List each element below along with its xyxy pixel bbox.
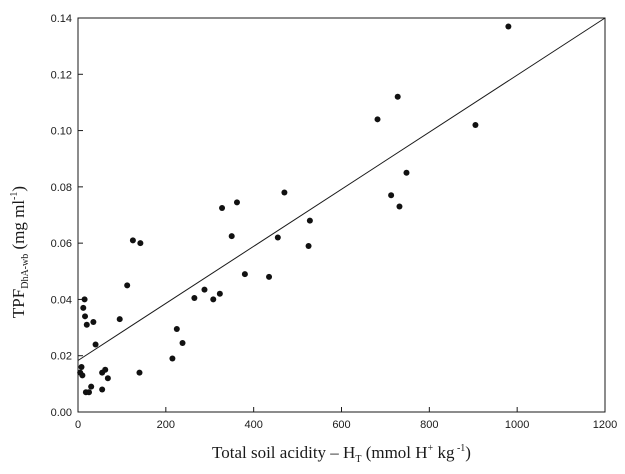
data-point: [82, 313, 89, 320]
y-tick-label: 0.12: [51, 69, 72, 81]
x-tick-label: 800: [420, 419, 438, 431]
y-axis: 0.00 0.02 0.04 0.06 0.08 0.10 0.12 0.14: [51, 13, 83, 419]
data-point: [79, 372, 86, 379]
data-point: [374, 116, 381, 123]
x-tick-label: 400: [244, 419, 262, 431]
data-point: [241, 271, 248, 278]
x-tick-label: 200: [157, 419, 175, 431]
y-tick-label: 0.00: [51, 407, 72, 419]
data-point: [169, 355, 176, 362]
data-point: [92, 341, 99, 348]
data-point: [88, 383, 95, 390]
data-point: [219, 204, 226, 211]
data-point: [173, 325, 180, 332]
data-point: [129, 237, 136, 244]
data-point: [505, 23, 512, 30]
data-point: [85, 389, 92, 396]
data-point: [388, 192, 395, 199]
x-tick-label: 1200: [593, 419, 617, 431]
y-tick-label: 0.06: [51, 238, 72, 250]
data-point: [233, 199, 240, 206]
x-axis: 0 200 400 600 800 1000 1200: [75, 407, 617, 431]
data-point: [274, 234, 281, 241]
data-point: [104, 375, 111, 382]
data-point: [179, 340, 186, 347]
data-point: [403, 169, 410, 176]
data-point: [99, 386, 106, 393]
regression-line: [77, 17, 606, 361]
data-point: [80, 304, 87, 311]
y-tick-label: 0.10: [51, 126, 72, 138]
x-tick-label: 1000: [505, 419, 529, 431]
y-tick-label: 0.04: [51, 294, 72, 306]
x-tick-label: 600: [332, 419, 350, 431]
data-point: [116, 316, 123, 323]
data-point: [266, 273, 273, 280]
data-point: [102, 366, 109, 373]
y-tick-label: 0.08: [51, 182, 72, 194]
data-points: [77, 23, 512, 396]
data-point: [201, 286, 208, 293]
data-point: [396, 203, 403, 210]
y-axis-title: TPFDhA-wb (mg ml-1): [9, 186, 31, 318]
data-point: [228, 233, 235, 240]
y-tick-label: 0.02: [51, 351, 72, 363]
data-point: [394, 93, 401, 100]
data-point: [305, 242, 312, 249]
data-point: [83, 321, 90, 328]
plot-frame: [77, 17, 606, 413]
data-point: [281, 189, 288, 196]
data-point: [216, 290, 223, 297]
data-point: [90, 318, 97, 325]
data-point: [210, 296, 217, 303]
data-point: [136, 369, 143, 376]
data-point: [78, 363, 85, 370]
y-tick-label: 0.14: [51, 13, 72, 25]
data-point: [137, 240, 144, 247]
x-axis-title: Total soil acidity – HT (mmol H+ kg -1): [212, 443, 471, 465]
data-point: [306, 217, 313, 224]
x-tick-label: 0: [75, 419, 81, 431]
data-point: [472, 121, 479, 128]
data-point: [191, 295, 198, 302]
data-point: [124, 282, 131, 289]
data-point: [81, 296, 88, 303]
